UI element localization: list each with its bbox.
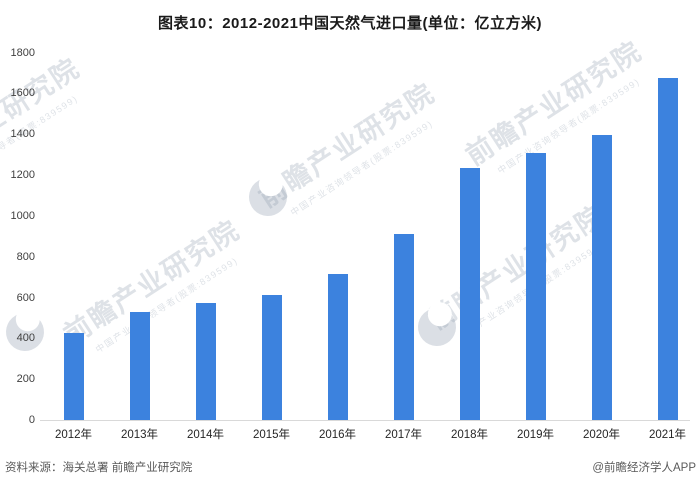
x-axis-label: 2013年 (120, 429, 159, 441)
watermark: 前瞻产业研究院中国产业咨询领导者(股票:839599) (55, 209, 255, 366)
y-axis-tick-label: 1000 (10, 209, 35, 222)
x-axis-label: 2019年 (516, 429, 555, 441)
bar-2019年 (525, 152, 546, 420)
bar-2015年 (261, 294, 282, 420)
y-axis-tick-label: 800 (16, 250, 35, 263)
plot-area: 前瞻产业研究院 中国产业咨询领导者(股票:839599) 前瞻产业研究院 中国产业咨询… (0, 0, 700, 455)
watermark: 前瞻产业研究院中国产业咨询领导者(股票:839599) (250, 72, 450, 229)
y-axis-tick-label: 400 (16, 332, 35, 345)
y-axis-tick-label: 600 (16, 291, 35, 304)
bar-2012年 (63, 333, 84, 420)
y-axis-tick-label: 1200 (10, 169, 35, 181)
x-axis-label: 2018年 (450, 429, 489, 441)
source-note: 资料来源：海关总署 前瞻产业研究院 (5, 462, 193, 474)
y-axis-tick-label: 200 (16, 373, 35, 386)
x-axis-label: 2012年 (54, 429, 93, 441)
footer: 资料来源：海关总署 前瞻产业研究院 @前瞻经济学人APP (0, 459, 700, 479)
watermark-logo-icon (412, 302, 462, 352)
watermark-subtext: 中国产业咨询领导者(股票:839599) (495, 76, 642, 176)
watermark-text: 前瞻产业研究院 (58, 214, 246, 351)
x-axis-line (40, 420, 690, 421)
bar-2016年 (327, 273, 348, 420)
x-axis-label: 2014年 (186, 429, 225, 441)
y-axis-tick-label: 1400 (10, 128, 35, 141)
x-axis-label: 2015年 (252, 429, 291, 441)
x-axis-label: 2021年 (648, 429, 687, 441)
bar-2021年 (657, 78, 678, 420)
watermark-logo-icon (243, 172, 293, 222)
watermark-subtext: 中国产业咨询领导者(股票:839599) (93, 255, 240, 355)
x-axis-label: 2017年 (384, 429, 423, 441)
bar-2018年 (459, 168, 480, 420)
chart-title: 图表10：2012-2021中国天然气进口量(单位：亿立方米) (158, 15, 542, 32)
bar-2020年 (591, 134, 612, 420)
watermark-subtext: 中国产业咨询领导者(股票:839599) (288, 118, 435, 218)
watermark: 前瞻产业研究院中国产业咨询领导者(股票:839599) (457, 30, 657, 187)
x-axis-label: 2020年 (582, 429, 621, 441)
x-axis-label: 2016年 (318, 429, 357, 441)
watermark-text: 前瞻产业研究院 (253, 77, 441, 214)
y-axis-tick-label: 1800 (10, 46, 35, 59)
bar-2017年 (393, 233, 414, 420)
y-axis-tick-label: 0 (28, 414, 35, 426)
bar-2014年 (195, 303, 216, 420)
y-axis-tick-label: 1600 (10, 87, 35, 100)
bar-2013年 (129, 312, 150, 420)
watermark-text: 前瞻产业研究院 (423, 199, 611, 336)
app-credit: @前瞻经济学人APP (592, 462, 696, 474)
watermark-text: 前瞻产业研究院 (460, 35, 648, 172)
